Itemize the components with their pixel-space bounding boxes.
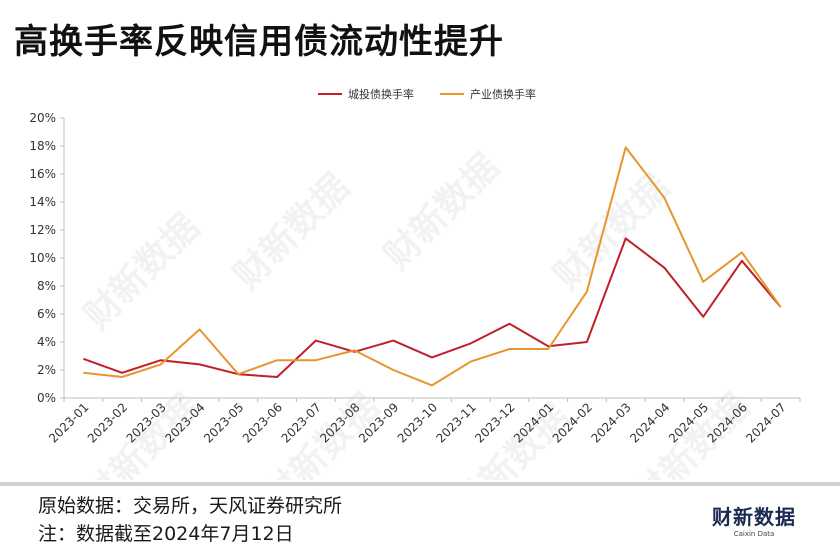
series-line <box>83 237 782 378</box>
y-tick-label: 12% <box>29 223 56 237</box>
watermark-text: 财新数据 <box>376 146 507 277</box>
legend-label: 城投债换手率 <box>348 87 414 101</box>
logo-text: 财新数据 <box>712 505 796 529</box>
chart-area: 财新数据 财新数据 财新数据 财新数据 财新数据 财新数据 财新数据 财新数据 城投债换手率产… <box>0 80 840 527</box>
source-notes: 原始数据：交易所，天风证券研究所 注：数据截至2024年7月12日 <box>38 492 342 548</box>
y-tick-label: 6% <box>37 307 56 321</box>
x-tick-label: 2023-11 <box>434 400 479 445</box>
x-tick-label: 2023-06 <box>240 400 285 445</box>
y-tick-label: 14% <box>29 195 56 209</box>
chart-title: 高换手率反映信用债流动性提升 <box>14 22 504 62</box>
legend-label: 产业债换手率 <box>470 87 536 101</box>
x-tick-label: 2023-01 <box>46 400 91 445</box>
y-tick-label: 10% <box>29 251 56 265</box>
y-tick-label: 0% <box>37 391 56 405</box>
x-tick-label: 2023-02 <box>85 400 130 445</box>
x-tick-label: 2024-03 <box>588 400 633 445</box>
y-axis: 0% 2% 4% 6% 8% 10% 12% 14% 16% 18% 20% <box>29 111 65 405</box>
y-tick-label: 4% <box>37 335 56 349</box>
series-lines <box>83 146 782 387</box>
note-line: 注：数据截至2024年7月12日 <box>38 523 294 545</box>
y-tick-label: 16% <box>29 167 56 181</box>
y-tick-label: 18% <box>29 139 56 153</box>
y-tick-label: 8% <box>37 279 56 293</box>
line-chart: 财新数据 财新数据 财新数据 财新数据财新数据 财新数据 财新数据 财新数据 城投债换手率产… <box>29 87 801 527</box>
x-tick-label: 2023-05 <box>201 400 246 445</box>
x-tick-label: 2023-10 <box>395 400 440 445</box>
y-tick-label: 20% <box>29 111 56 125</box>
caixin-logo: 财新数据 Caixin Data <box>704 505 804 545</box>
x-tick-label: 2024-04 <box>627 400 672 445</box>
watermark-text: 财新数据 <box>226 166 357 297</box>
x-tick-label: 2024-07 <box>743 400 788 445</box>
series-line <box>83 146 782 387</box>
source-line: 原始数据：交易所，天风证券研究所 <box>38 495 343 517</box>
footer-divider <box>0 482 840 486</box>
legend: 城投债换手率 产业债换手率 <box>318 87 536 101</box>
y-tick-label: 2% <box>37 363 56 377</box>
watermark-text: 财新数据 <box>76 206 207 337</box>
logo-subtext: Caixin Data <box>733 530 775 538</box>
